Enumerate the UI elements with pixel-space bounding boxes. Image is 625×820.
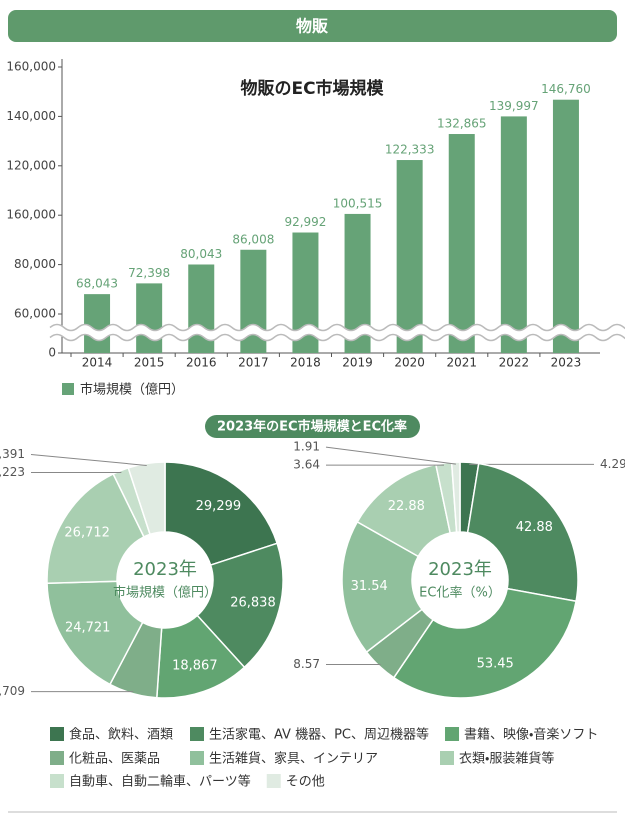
donut-slice — [341, 520, 424, 654]
legend-label: 食品、飲料、酒類 — [69, 728, 173, 743]
donut-slice — [450, 461, 461, 533]
data-label: 80,043 — [180, 247, 222, 261]
legend-label: 衣類・服装雑貨等 — [459, 751, 554, 767]
center-label: EC化率（%） — [419, 586, 501, 601]
legend-label: 自動車、自動二輪車、パーツ等 — [69, 774, 251, 790]
data-label: 122,333 — [385, 143, 435, 157]
x-tick-label: 2014 — [82, 356, 113, 370]
data-label: 146,760 — [541, 82, 591, 96]
legend-label: 化粧品、医薬品 — [69, 752, 160, 767]
legend-swatch — [190, 751, 204, 765]
x-tick-label: 2019 — [342, 356, 373, 370]
legend-swatch — [190, 727, 204, 741]
donut-slice — [392, 587, 577, 699]
data-label: 132,865 — [437, 117, 487, 131]
overlay — [49, 323, 625, 342]
donut-slice — [46, 580, 144, 686]
data-label: 26,838 — [230, 596, 276, 611]
x-tick-label: 2021 — [446, 356, 477, 370]
data-label: 100,515 — [333, 196, 383, 210]
data-label: 42.88 — [516, 520, 553, 535]
legend-label: 生活家電、AV 機器、PC、周辺機器等 — [209, 727, 429, 743]
data-label: 7,391 — [0, 447, 25, 461]
header-title: 物販 — [296, 17, 329, 36]
chart-title: 物販のEC市場規模 — [240, 78, 384, 99]
donut-slice — [466, 462, 579, 603]
data-label: 3,223 — [0, 465, 25, 479]
legend-swatch — [440, 751, 454, 765]
data-label: 18,867 — [172, 658, 218, 673]
donut-slice — [196, 542, 284, 669]
center-label: 2023年 — [428, 559, 492, 580]
y-tick-label: 160,000 — [6, 60, 56, 74]
data-label: 9,709 — [0, 684, 25, 698]
data-label: 31.54 — [351, 579, 388, 594]
data-label: 4.29 — [600, 457, 625, 471]
legend-swatch — [266, 774, 281, 788]
data-label: 86,008 — [232, 232, 274, 246]
legend-swatch — [50, 727, 64, 741]
leader-line — [30, 454, 147, 466]
bar — [136, 283, 163, 353]
data-label: 72,398 — [128, 266, 170, 280]
axis-break-line — [49, 323, 625, 332]
axis-break — [50, 324, 625, 341]
donut-slice — [164, 461, 279, 567]
y-tick-label: 0 — [48, 346, 56, 360]
bar — [84, 294, 111, 353]
center-label: 2023年 — [133, 559, 197, 580]
legend-label: その他 — [286, 775, 325, 790]
bar — [552, 99, 579, 354]
x-tick-label: 2017 — [238, 356, 269, 370]
data-label: 26,712 — [64, 525, 110, 540]
bar — [500, 116, 527, 353]
data-label: 24,721 — [65, 621, 111, 636]
section-title: 2023年のEC市場規模とEC化率 — [217, 419, 407, 435]
data-label: 8.57 — [293, 657, 320, 671]
y-tick-label: 140,000 — [6, 109, 56, 123]
x-tick-label: 2022 — [499, 356, 530, 370]
legend-label: 市場規模（億円） — [80, 383, 184, 398]
data-label: 92,992 — [284, 215, 326, 229]
axis-break-line — [49, 333, 625, 342]
bar — [448, 134, 475, 353]
y-tick-label: 160,000 — [6, 208, 56, 222]
y-tick-label: 60,000 — [14, 307, 56, 321]
donut-slice — [46, 472, 145, 584]
data-label: 22.88 — [388, 499, 425, 514]
data-label: 3.64 — [293, 458, 320, 472]
section-pill — [205, 415, 420, 438]
legend-swatch — [445, 727, 460, 741]
x-tick-label: 2023 — [551, 356, 582, 370]
legend-swatch — [62, 383, 74, 395]
legend-label: 生活雑貨、家具、インテリア — [209, 751, 378, 767]
center-label: 市場規模（億円） — [113, 586, 217, 601]
x-tick-label: 2020 — [394, 356, 425, 370]
x-tick-label: 2016 — [186, 356, 217, 370]
y-tick-label: 120,000 — [6, 158, 56, 172]
legend-label: 書籍、映像・音楽ソフト — [464, 727, 598, 743]
data-label: 29,299 — [196, 499, 242, 514]
x-tick-label: 2015 — [134, 356, 165, 370]
bar — [396, 160, 423, 353]
legend-swatch — [50, 774, 64, 788]
legend-swatch — [50, 751, 64, 765]
data-label: 1.91 — [293, 440, 320, 454]
data-label: 68,043 — [76, 277, 118, 291]
leader-line — [325, 446, 456, 465]
data-label: 53.45 — [477, 656, 514, 671]
x-tick-label: 2018 — [290, 356, 321, 370]
marks: 物販のEC市場規模 0 60,000 80,000 160,000 120,000 140,… — [0, 59, 625, 790]
y-tick-label: 80,000 — [14, 257, 56, 271]
header-bar — [8, 10, 617, 42]
data-label: 139,997 — [489, 99, 539, 113]
